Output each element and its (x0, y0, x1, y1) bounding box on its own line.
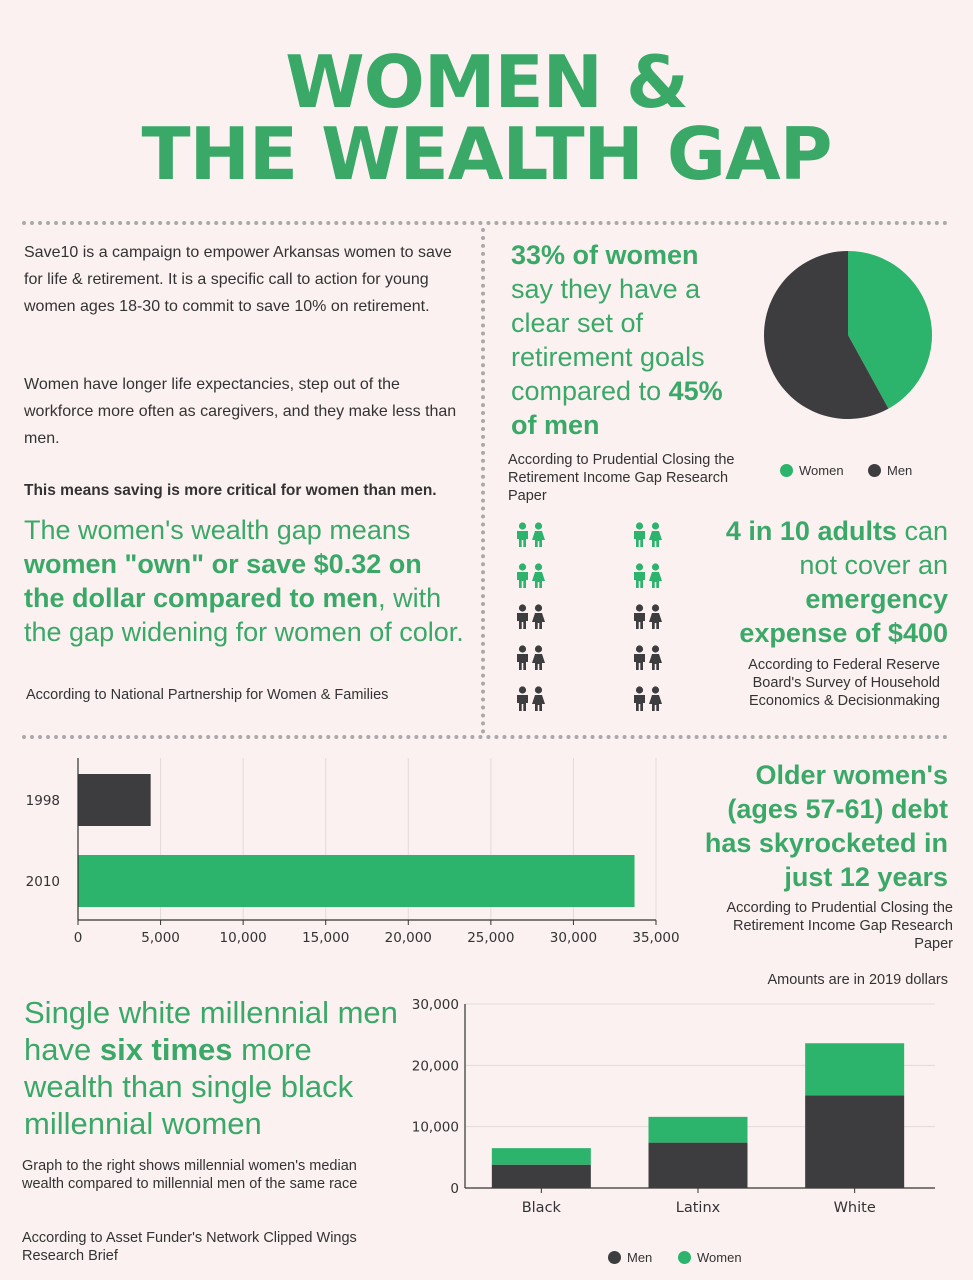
stack-legend-women-label: Women (697, 1250, 742, 1265)
debt-tick-label: 35,000 (632, 930, 679, 946)
goals-text-2: say they have a clear set of retirement … (511, 274, 705, 406)
stack-legend-women-swatch (678, 1251, 691, 1264)
debt-category-label: 1998 (26, 793, 60, 809)
stack-category-label: Latinx (676, 1200, 721, 1216)
emergency-source: According to Federal Reserve Board's Sur… (748, 657, 940, 709)
pie-legend-men-label: Men (887, 463, 913, 478)
intro-paragraph-3: This means saving is more critical for w… (24, 482, 437, 499)
stack-bar-latinx-men (648, 1142, 748, 1188)
debt-tick-label: 5,000 (141, 930, 180, 946)
millennial-wealth-chart: 0 10,000 20,000 30,000 Black Latinx White (412, 997, 935, 1216)
stack-tick-label: 20,000 (412, 1058, 459, 1074)
stack-bar-white-men (805, 1095, 905, 1188)
millennial-source: According to Asset Funder's Network Clip… (22, 1230, 357, 1264)
goals-text-3: 45% of men (511, 376, 723, 440)
wealth-gap-text-2: women "own" or save $0.32 on the dollar … (24, 549, 422, 613)
pie-legend-men: Men (868, 463, 912, 478)
person-pair-icon (632, 645, 666, 675)
debt-tick-label: 30,000 (550, 930, 597, 946)
debt-tick-label: 25,000 (467, 930, 514, 946)
millennial-text-1: Single white millennial men have (24, 995, 398, 1067)
wealth-gap-statement: The women's wealth gap means women "own"… (24, 513, 464, 649)
stack-tick-label: 30,000 (412, 997, 459, 1013)
goals-pie-chart (764, 251, 932, 419)
stack-legend-men: Men (608, 1250, 652, 1265)
stack-tick-label: 10,000 (412, 1120, 459, 1136)
emergency-text-3: emergency expense of $400 (739, 584, 948, 648)
stack-legend-men-swatch (608, 1251, 621, 1264)
pie-legend-women-swatch (780, 464, 793, 477)
wealth-gap-source: According to National Partnership for Wo… (26, 687, 389, 703)
debt-bar-2010 (78, 855, 635, 907)
person-pair-icon (515, 604, 549, 634)
pie-slice-women (848, 251, 932, 409)
person-pair-icon (632, 686, 666, 716)
person-pair-icon (515, 686, 549, 716)
goals-statement: 33% of women say they have a clear set o… (511, 238, 741, 442)
debt-category-label: 2010 (26, 874, 60, 890)
goals-source: According to Prudential Closing the Reti… (508, 452, 735, 504)
pie-legend-women: Women (780, 463, 844, 478)
debt-tick-label: 10,000 (220, 930, 267, 946)
goals-text-1: 33% of women (511, 240, 699, 270)
stack-bar-latinx-women (648, 1116, 748, 1143)
debt-tick-label: 15,000 (302, 930, 349, 946)
intro-paragraph-1: Save10 is a campaign to empower Arkansas… (24, 244, 452, 315)
debt-source: According to Prudential Closing the Reti… (726, 900, 954, 952)
pie-legend-women-label: Women (799, 463, 844, 478)
emergency-text-1: 4 in 10 adults (725, 516, 897, 546)
person-pair-icon (632, 563, 666, 593)
debt-bar-chart: 0 5,000 10,000 15,000 20,000 25,000 30,000 35,0… (26, 758, 680, 946)
person-pair-icon (632, 604, 666, 634)
stack-bar-white-women (805, 1043, 905, 1096)
millennial-description: Graph to the right shows millennial wome… (22, 1158, 358, 1192)
title-line-1: WOMEN & (285, 40, 689, 124)
millennial-statement: Single white millennial men have six tim… (24, 994, 399, 1142)
person-pair-icon (515, 522, 549, 552)
dollars-note: Amounts are in 2019 dollars (767, 972, 948, 988)
emergency-statement: 4 in 10 adults can not cover an emergenc… (690, 514, 948, 650)
person-pair-icon (515, 645, 549, 675)
person-pair-icon (515, 563, 549, 593)
divider-vertical (481, 228, 485, 734)
emergency-text-2: can not cover an (799, 516, 948, 580)
intro-paragraph-2: Women have longer life expectancies, ste… (24, 376, 457, 447)
divider-top (22, 221, 948, 225)
debt-headline: Older women's (ages 57-61) debt has skyr… (704, 760, 948, 892)
stack-legend-men-label: Men (627, 1250, 653, 1265)
debt-tick-label: 20,000 (385, 930, 432, 946)
pie-legend-men-swatch (868, 464, 881, 477)
title-line-2: THE WEALTH GAP (141, 112, 833, 196)
person-pair-icon (632, 522, 666, 552)
debt-bar-1998 (78, 774, 151, 826)
stack-bar-black-men (491, 1164, 591, 1188)
millennial-text-3: more wealth than single black millennial… (24, 1032, 354, 1141)
millennial-text-2: six times (99, 1032, 233, 1067)
people-icon-grid (515, 522, 675, 722)
stack-bar-black-women (491, 1148, 591, 1165)
wealth-gap-text-1: The women's wealth gap means (24, 515, 411, 545)
stack-legend-women: Women (678, 1250, 742, 1265)
debt-tick-label: 0 (74, 930, 83, 946)
wealth-gap-text-3: , with the gap widening for women of col… (24, 583, 464, 647)
stack-tick-label: 0 (450, 1181, 459, 1197)
stack-category-label: White (834, 1200, 876, 1216)
divider-middle (22, 735, 948, 739)
pie-slice-men (764, 251, 889, 419)
stack-category-label: Black (522, 1200, 562, 1216)
